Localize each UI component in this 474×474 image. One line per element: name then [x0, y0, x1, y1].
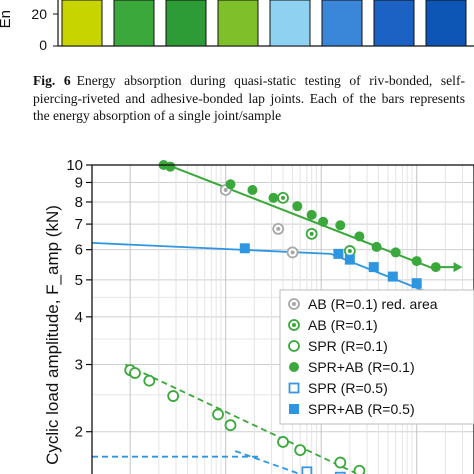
data-point-series-3: [354, 231, 365, 242]
data-point-series-3: [306, 209, 317, 220]
legend-label: AB (R=0.1) red. area: [308, 296, 438, 312]
data-point-series-0-dot: [276, 226, 281, 231]
data-point-series-0: [286, 246, 299, 259]
data-point-series-1: [277, 191, 289, 204]
y-tick-label: 7: [75, 216, 83, 233]
trend-line: [234, 450, 303, 474]
y-tick-label: 8: [75, 194, 83, 211]
y-tick-label: 2: [75, 424, 83, 441]
y-tick-label: 9: [75, 174, 83, 191]
runout-arrow-head: [453, 262, 463, 273]
data-point-series-3: [411, 256, 422, 267]
data-point-series-2: [334, 456, 347, 469]
data-point-series-0-dot: [223, 187, 228, 192]
fatigue-chart: Cyclic load amplitude, F_amp (kN) 109 8 7 6…: [43, 157, 474, 474]
y-ticks: 109 8 7 6 5 4 3 2: [66, 157, 92, 441]
top-ylabel: En: [0, 10, 14, 28]
top-ytick-0: 0: [39, 37, 47, 53]
legend-marker: [288, 298, 300, 310]
data-point-series-2: [277, 436, 289, 448]
data-point-series-3: [390, 247, 401, 258]
energy-bar-chart: En 20 0: [0, 0, 474, 53]
data-points: [124, 160, 446, 474]
y-tick-label: 4: [75, 309, 83, 326]
legend-marker: [288, 340, 300, 352]
y-tick-label: 10: [66, 157, 83, 174]
figure-caption-text: Energy absorption during quasi-static te…: [33, 73, 465, 123]
top-ytick-20: 20: [31, 6, 47, 22]
data-point-series-1: [343, 245, 356, 257]
data-point-series-3: [318, 216, 329, 227]
plot-frame: [91, 164, 474, 474]
data-point-series-5: [239, 243, 250, 254]
legend-marker: [288, 382, 300, 394]
data-point-series-2: [129, 367, 141, 379]
data-point-series-2: [294, 444, 307, 456]
data-point-series-2: [212, 408, 224, 421]
data-point-series-5: [344, 254, 355, 265]
data-point-series-1-dot: [281, 195, 285, 200]
legend: AB (R=0.1) red. area AB (R=0.1) SPR (R=0.1…: [279, 289, 474, 425]
legend-label: AB (R=0.1): [308, 317, 378, 333]
legend-marker-dot: [292, 323, 296, 327]
data-point-series-3: [430, 262, 441, 273]
y-axis-label: Cyclic load amplitude, F_amp (kN): [43, 205, 62, 465]
data-point-series-2: [353, 464, 366, 474]
data-point-series-3: [292, 201, 303, 212]
legend-marker: [289, 404, 299, 414]
energy-bar: [425, 0, 467, 47]
legend-label: SPR (R=0.1): [308, 338, 388, 354]
data-point-series-3: [165, 161, 176, 172]
energy-bar: [373, 0, 415, 47]
data-point-series-5: [333, 248, 344, 259]
energy-bar: [165, 0, 207, 47]
y-tick-label: 5: [75, 272, 83, 289]
energy-bar: [321, 0, 363, 47]
data-point-series-5: [387, 271, 398, 282]
legend-label: SPR+AB (R=0.5): [308, 401, 415, 417]
data-point-series-3: [247, 184, 258, 195]
y-tick-label: 6: [75, 242, 83, 259]
legend-marker: [289, 362, 299, 372]
data-point-series-5: [368, 262, 379, 273]
data-point-series-1-dot: [347, 249, 352, 254]
data-point-series-3: [225, 179, 236, 190]
top-bars: [61, 0, 467, 47]
figure-label: Fig. 6: [33, 73, 71, 88]
data-point-series-1: [305, 227, 318, 240]
data-point-series-3: [371, 241, 382, 252]
data-point-series-0: [272, 223, 285, 235]
data-point-series-4: [301, 466, 313, 474]
legend-marker-dot: [292, 302, 296, 306]
data-point-series-3: [335, 220, 346, 231]
data-point-series-2: [224, 419, 237, 432]
data-point-series-4: [334, 471, 346, 474]
legend-marker: [288, 319, 300, 331]
data-point-series-1-dot: [309, 231, 314, 236]
legend-box: [279, 289, 474, 425]
data-point-series-2: [167, 390, 180, 402]
energy-bar: [217, 0, 259, 47]
data-point-series-3: [268, 192, 279, 203]
energy-bar: [113, 0, 155, 47]
trend-line: [125, 363, 360, 474]
legend-label: SPR (R=0.5): [308, 380, 388, 396]
data-point-series-2: [143, 374, 156, 387]
y-tick-label: 3: [75, 357, 83, 374]
data-point-series-0-dot: [290, 250, 295, 255]
figure-caption: Fig. 6 Energy absorption during quasi-sta…: [33, 72, 465, 125]
legend-label: SPR+AB (R=0.1): [308, 359, 415, 375]
data-point-series-5: [411, 278, 422, 289]
energy-bar: [269, 0, 311, 47]
energy-bar: [61, 0, 103, 47]
